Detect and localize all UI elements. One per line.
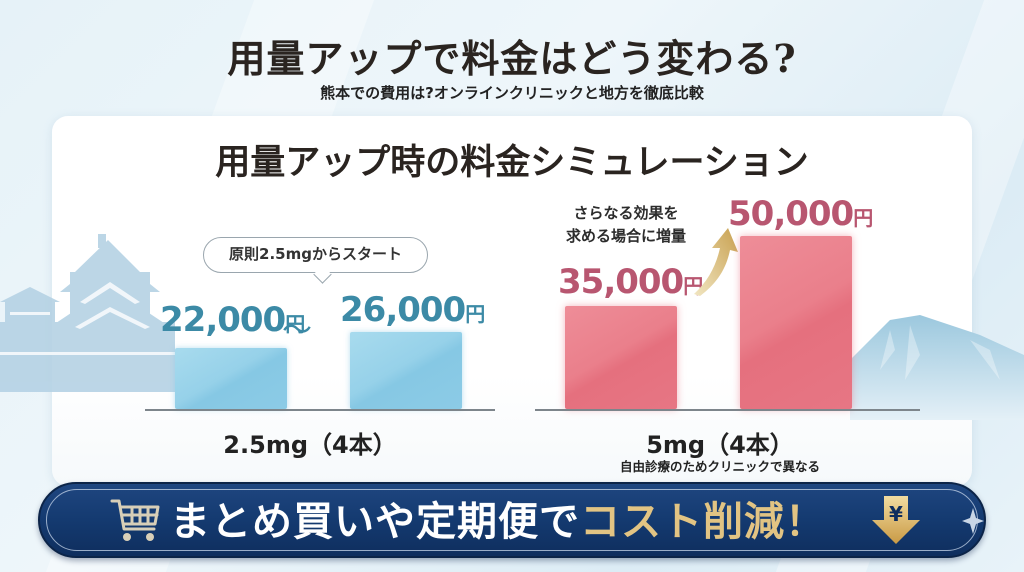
banner-message: まとめ買いや定期便でコスト削減！ [170, 498, 826, 545]
free-care-note: 自由診療のためクリニックで異なる [620, 459, 821, 474]
castle-illustration-icon [0, 234, 175, 392]
category-label-2.5mg: 2.5mg（4本） [223, 431, 397, 459]
bar-5mg-high [740, 236, 852, 409]
page-subtitle: 熊本での費用は?オンラインクリニックと地方を徹底比較 [320, 84, 704, 102]
range-tilde: ～ [282, 313, 312, 348]
price-26000: 26,000円 [340, 290, 486, 330]
price-50000: 50,000円 [728, 194, 874, 234]
category-label-5mg: 5mg（4本） [646, 431, 794, 459]
mountain-illustration-icon [850, 315, 1024, 420]
increase-callout: さらなる効果を 求める場合に増量 [565, 204, 686, 245]
sparkle-icon [962, 508, 984, 534]
page-title: 用量アップで料金はどう変わる? [227, 36, 797, 81]
shopping-cart-icon [110, 499, 160, 541]
price-35000: 35,000円 [558, 262, 704, 302]
baseline-right [535, 409, 920, 411]
baseline-left [145, 409, 495, 411]
price-22000: 22,000円 [160, 300, 306, 340]
chart-title: 用量アップ時の料金シミュレーション [215, 142, 809, 183]
bar-2.5mg-low [175, 348, 287, 409]
increase-arrow-icon [694, 228, 738, 296]
bar-2.5mg-high [350, 332, 462, 409]
bar-5mg-low [565, 306, 677, 409]
svg-text:¥: ¥ [889, 502, 903, 526]
cost-reduction-banner[interactable] [38, 482, 986, 558]
yen-down-arrow-icon: ¥ [872, 496, 920, 544]
start-dose-bubble: 原則2.5mgからスタート [203, 237, 428, 273]
